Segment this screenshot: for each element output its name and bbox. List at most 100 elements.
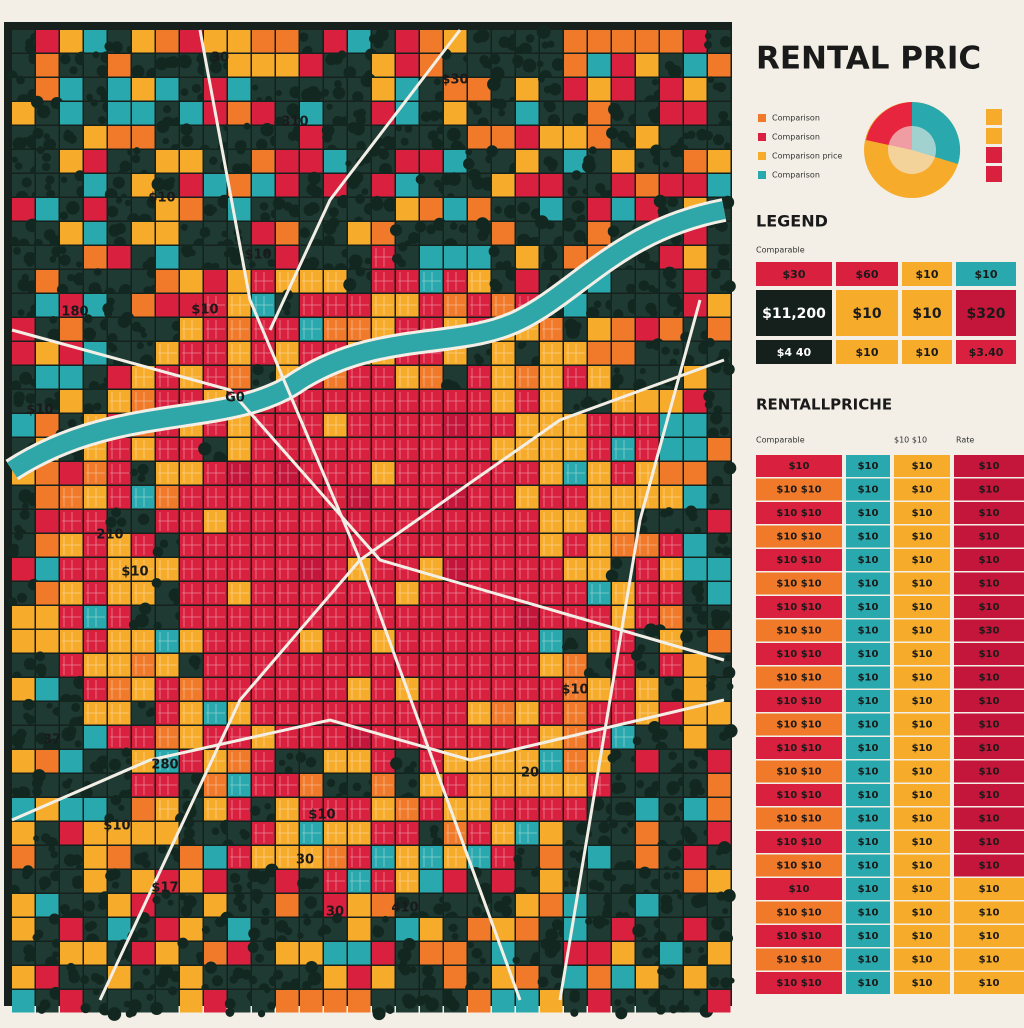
street-grid [62,512,81,531]
legend-cell [956,290,1016,336]
tree [183,827,195,839]
map-block [444,702,467,725]
map-block [156,78,179,101]
tree [51,398,63,410]
tree [168,176,175,184]
map-block [228,942,251,965]
table-cell [846,784,890,806]
map-block [684,246,707,269]
map-block [108,390,131,413]
legend-cell [836,340,898,364]
table-value: $10 [979,908,1000,919]
street-grid [134,632,153,651]
tree [22,698,35,711]
table-value: $10 [912,931,933,942]
tree [582,188,589,195]
table-value: $10 $10 [776,673,821,684]
tree [171,322,181,331]
street-grid [590,512,609,531]
tree [668,64,682,79]
map-block [492,126,515,149]
table-value: $10 [979,485,1000,496]
street-grid [590,464,609,483]
table-cell [954,643,1024,665]
map-block [564,150,587,173]
tree [17,309,25,317]
tree [652,341,659,348]
tree [96,86,106,96]
map-block [444,510,467,533]
map-block [636,894,659,917]
map-block [420,534,443,557]
tree [720,977,732,989]
map-block [204,774,227,797]
table-value: $10 [979,649,1000,660]
map-block [588,366,611,389]
map-block [396,606,419,629]
tree [709,976,720,987]
map-block [612,534,635,557]
table-value: $10 [858,485,879,496]
street-grid [134,560,153,579]
map-block [588,78,611,101]
table-value: $10 [858,955,879,966]
map-block [612,678,635,701]
street-grid [446,848,465,867]
map-block [564,486,587,509]
map-block [540,702,563,725]
map-block [612,342,635,365]
street-grid [566,752,585,771]
street-grid [494,536,513,555]
tree [275,920,289,933]
street-grid [470,296,489,315]
tree [648,108,660,120]
map-block [228,102,251,125]
map-label: 180 [61,305,88,320]
map-block [492,150,515,173]
map-block [60,606,83,629]
table-value: $10 [858,555,879,566]
map-block [276,942,299,965]
street-grid [182,584,201,603]
table-cell [894,690,950,712]
map-block [492,390,515,413]
tree [361,188,369,196]
map-block [348,870,371,893]
table-cell [894,737,950,759]
street-grid [662,536,681,555]
table-cell [954,925,1024,947]
tree [723,461,737,475]
map-block [612,174,635,197]
tree [495,98,507,110]
street-grid [374,392,393,411]
map-block [156,342,179,365]
tree [32,786,43,797]
tree [713,134,725,146]
street-grid [182,320,201,339]
table-cell [846,760,890,783]
map-block [708,438,731,461]
tree [181,134,194,148]
map-block [300,678,323,701]
street-grid [230,464,249,483]
map-block [612,942,635,965]
tree [707,427,719,439]
tree [642,947,654,959]
map-block [84,486,107,509]
map-block [564,366,587,389]
street-grid [86,512,105,531]
table-value: $10 [912,814,933,825]
street-grid [230,680,249,699]
street-grid [350,416,369,435]
map-block [324,318,347,341]
map-block [516,102,539,125]
map-block [540,774,563,797]
tree [441,902,452,912]
street-grid [614,416,633,435]
street-grid [518,776,537,795]
map-block [108,822,131,845]
tree [355,194,365,205]
tree [21,137,30,145]
street-grid [326,800,345,819]
map-block [516,438,539,461]
